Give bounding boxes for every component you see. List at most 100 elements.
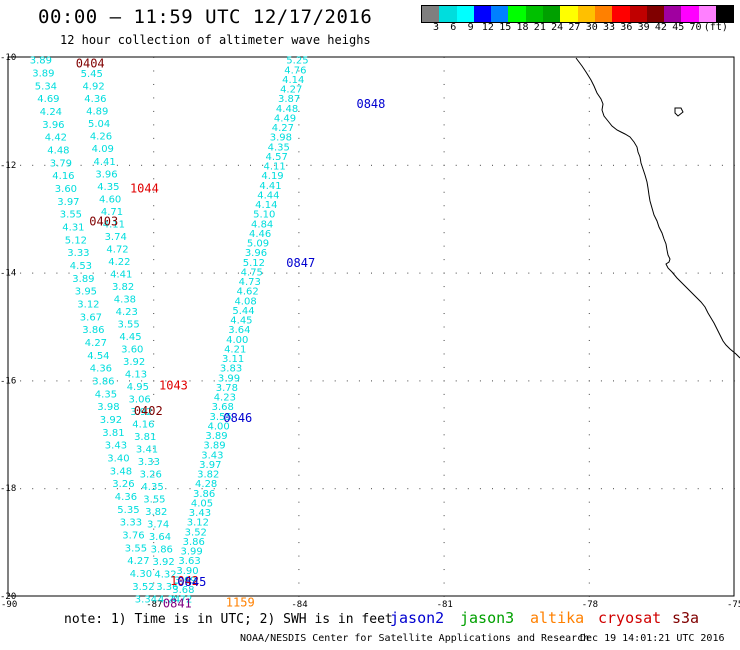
- grid-dot: [516, 272, 518, 274]
- grid-dot: [68, 164, 70, 166]
- grid-dot: [673, 380, 675, 382]
- grid-dot: [129, 488, 130, 490]
- grid-dot: [153, 259, 155, 261]
- wave-height-label: 4.46: [249, 229, 271, 240]
- grid-dot: [322, 488, 324, 490]
- grid-dot: [274, 488, 276, 490]
- grid-dot: [443, 124, 445, 126]
- grid-dot: [613, 272, 614, 274]
- color-scale-swatch: [629, 6, 647, 22]
- wave-height-label: 5.34: [35, 81, 57, 92]
- grid-dot: [286, 164, 288, 166]
- wave-height-label: 3.34: [135, 595, 157, 606]
- grid-dot: [334, 272, 336, 274]
- grid-dot: [358, 164, 360, 166]
- grid-dot: [298, 555, 300, 557]
- pass-time-label: 1159: [226, 595, 255, 609]
- wave-height-label: 3.89: [30, 56, 52, 67]
- map-note: note: 1) Time is in UTC; 2) SWH is in fe…: [64, 612, 393, 627]
- wave-height-label: 4.75: [241, 267, 263, 278]
- grid-dot: [298, 83, 300, 85]
- grid-dot: [189, 380, 191, 382]
- grid-dot: [661, 488, 663, 490]
- grid-dot: [540, 488, 542, 490]
- grid-dot: [697, 380, 699, 382]
- grid-dot: [649, 272, 651, 274]
- grid-dot: [443, 474, 445, 476]
- color-scale-swatch: [525, 6, 544, 22]
- grid-dot: [153, 205, 155, 207]
- wave-height-label: 5.12: [65, 235, 87, 246]
- grid-dot: [588, 501, 590, 503]
- wave-height-label: 4.35: [268, 142, 290, 153]
- grid-dot: [576, 164, 578, 166]
- color-scale-swatch: [716, 6, 734, 22]
- grid-dot: [600, 380, 602, 382]
- wave-height-label: 3.92: [153, 557, 175, 568]
- grid-dot: [298, 232, 300, 234]
- grid-dot: [8, 164, 9, 166]
- wave-height-label: 4.14: [255, 200, 277, 211]
- grid-dot: [153, 299, 155, 301]
- grid-dot: [153, 542, 155, 544]
- wave-height-label: 3.95: [75, 287, 97, 298]
- wave-height-label: 4.72: [170, 595, 192, 606]
- wave-height-label: 3.69: [174, 575, 196, 586]
- grid-dot: [298, 474, 300, 476]
- map-subtitle: 12 hour collection of altimeter wave hei…: [60, 33, 371, 47]
- grid-dot: [588, 245, 590, 247]
- grid-dot: [201, 272, 203, 274]
- wave-height-label: 4.69: [37, 94, 59, 105]
- wave-height-label: 4.41: [110, 269, 132, 280]
- grid-dot: [298, 259, 300, 261]
- grid-dot: [189, 164, 191, 166]
- grid-dot: [552, 164, 554, 166]
- grid-dot: [443, 218, 445, 220]
- grid-dot: [564, 164, 566, 166]
- grid-dot: [588, 542, 590, 544]
- color-scale-swatch: [508, 6, 526, 22]
- grid-dot: [44, 380, 46, 382]
- grid-dot: [588, 353, 590, 355]
- grid-dot: [92, 164, 94, 166]
- grid-dot: [540, 380, 542, 382]
- grid-dot: [237, 164, 239, 166]
- legend-cryosat: cryosat: [598, 609, 662, 627]
- grid-dot: [56, 380, 58, 382]
- grid-dot: [298, 205, 300, 207]
- wave-height-label: 3.33: [138, 457, 160, 468]
- grid-dot: [431, 488, 433, 490]
- grid-dot: [274, 164, 276, 166]
- grid-dot: [177, 272, 179, 274]
- grid-dot: [443, 137, 445, 139]
- grid-dot: [250, 272, 251, 274]
- grid-dot: [709, 380, 711, 382]
- grid-dot: [262, 164, 264, 166]
- grid-dot: [588, 57, 590, 58]
- pass-time-label: 1044: [130, 181, 159, 195]
- wave-height-label: 4.84: [251, 219, 273, 230]
- color-scale-swatch: [422, 6, 440, 22]
- wave-height-label: 3.97: [57, 197, 79, 208]
- color-scale-label: 33: [603, 22, 616, 33]
- grid-dot: [443, 191, 445, 193]
- grid-dot: [298, 313, 300, 315]
- grid-dot: [588, 515, 590, 517]
- grid-dot: [443, 528, 445, 530]
- grid-dot: [298, 461, 300, 463]
- grid-dot: [20, 164, 22, 166]
- pass-time-label: 0402: [134, 404, 163, 418]
- wave-height-label: 3.43: [105, 441, 127, 452]
- grid-dot: [479, 272, 481, 274]
- grid-dot: [395, 272, 397, 274]
- color-scale-label: 39: [637, 22, 650, 33]
- grid-dot: [153, 151, 155, 153]
- color-scale-swatch: [560, 6, 578, 22]
- grid-dot: [492, 272, 493, 274]
- grid-dot: [298, 582, 300, 584]
- grid-dot: [298, 353, 300, 355]
- wave-height-label: 5.10: [253, 210, 275, 221]
- color-scale-swatch: [543, 6, 561, 22]
- grid-dot: [588, 205, 590, 207]
- grid-dot: [153, 501, 155, 503]
